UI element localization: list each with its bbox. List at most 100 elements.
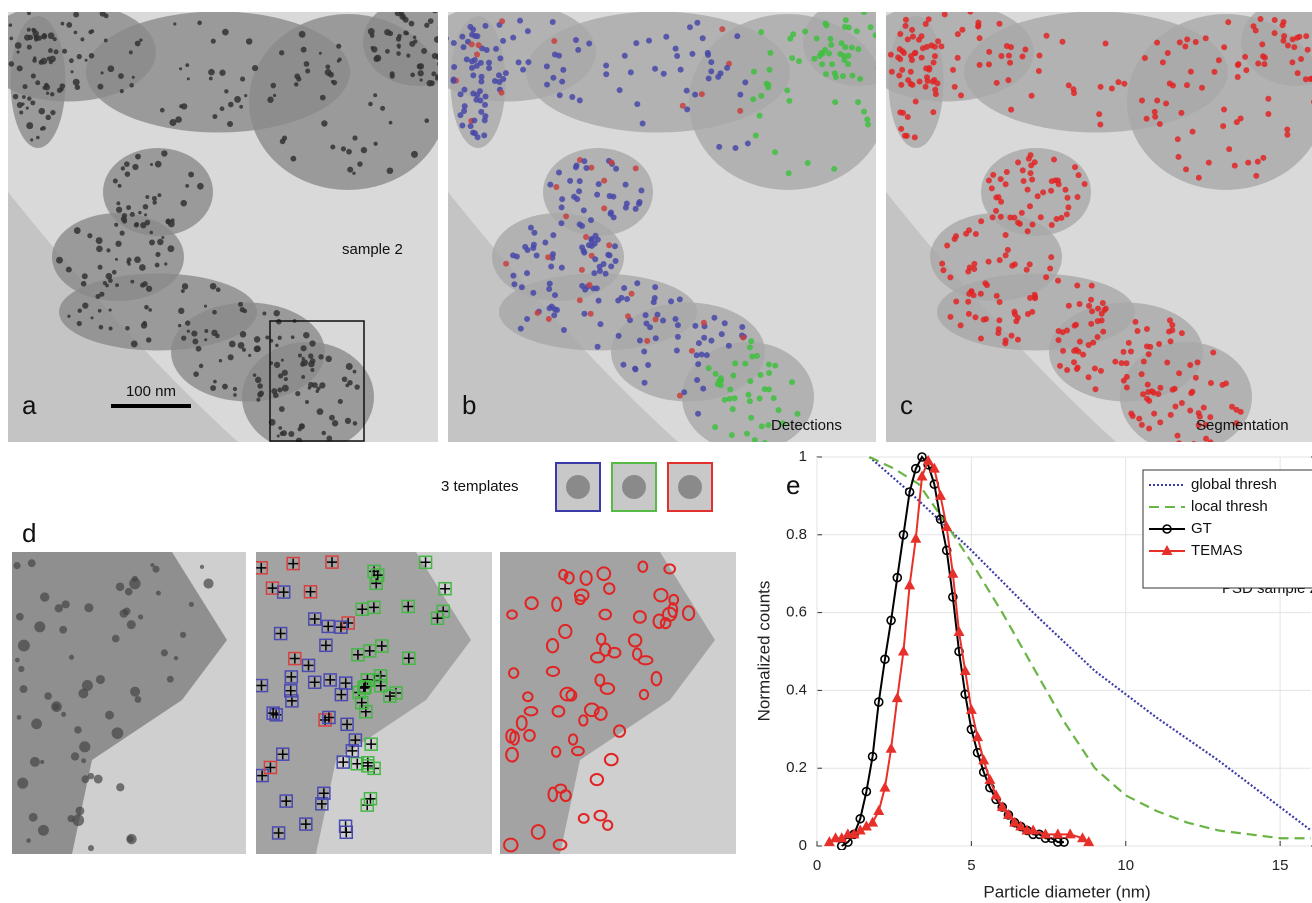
particle — [556, 52, 563, 59]
particle — [1075, 172, 1082, 179]
particle — [923, 65, 930, 72]
particle — [173, 655, 179, 661]
particle — [73, 227, 81, 234]
particle — [129, 82, 134, 88]
particle — [1187, 407, 1194, 414]
particle — [47, 48, 53, 54]
particle — [1225, 19, 1232, 26]
particle — [718, 331, 725, 338]
particle — [474, 92, 481, 99]
segment — [613, 724, 627, 738]
particle — [125, 325, 130, 331]
particle — [1071, 90, 1078, 97]
particle — [1178, 399, 1185, 406]
particle — [750, 96, 757, 103]
particle — [993, 207, 1000, 214]
particle — [1076, 300, 1083, 307]
particle — [1243, 67, 1250, 74]
particle — [1005, 77, 1012, 84]
detection-cross — [360, 681, 371, 692]
detection-cross — [357, 604, 368, 615]
particle — [1140, 391, 1147, 398]
particle — [827, 35, 834, 42]
particle — [970, 292, 977, 299]
detection-cross — [371, 578, 382, 589]
segment — [579, 570, 593, 586]
segment — [577, 813, 590, 824]
particle — [909, 26, 916, 33]
point — [948, 592, 958, 602]
particle — [1024, 186, 1031, 193]
particle — [668, 298, 675, 305]
particle — [47, 32, 55, 40]
particle — [579, 282, 586, 289]
particle — [239, 330, 247, 338]
particle — [1178, 109, 1185, 116]
particle — [80, 37, 85, 42]
particle — [1194, 359, 1201, 366]
particle — [980, 316, 987, 323]
particle — [21, 102, 25, 106]
particle — [1064, 327, 1071, 334]
particle — [766, 66, 773, 73]
detection-box — [283, 684, 298, 698]
particle — [1203, 435, 1210, 442]
detection-cross — [273, 827, 284, 838]
particle — [1221, 44, 1228, 51]
particle — [1143, 115, 1150, 122]
particle — [695, 410, 702, 417]
point — [1059, 837, 1069, 847]
particle — [1088, 320, 1095, 327]
detection-box — [256, 561, 268, 575]
particle — [705, 365, 712, 372]
particle — [1254, 158, 1261, 165]
particle — [934, 80, 941, 87]
segment — [523, 706, 539, 717]
particle — [694, 19, 701, 26]
particle — [67, 814, 75, 823]
particle — [897, 109, 904, 116]
particle — [115, 206, 123, 213]
particle — [1029, 176, 1036, 183]
particle — [181, 283, 189, 290]
particle — [134, 40, 141, 47]
point — [1002, 808, 1014, 819]
particle — [252, 373, 257, 377]
particle — [81, 680, 93, 692]
particle — [1281, 33, 1288, 40]
particle — [1048, 254, 1055, 261]
particle — [796, 58, 803, 65]
particle — [76, 53, 82, 60]
particle — [765, 361, 772, 368]
particle — [742, 360, 749, 367]
particle — [40, 57, 48, 65]
particle — [698, 91, 705, 98]
particle — [845, 24, 852, 31]
particle — [550, 74, 557, 81]
particle — [694, 376, 701, 383]
particle — [758, 423, 765, 430]
particle — [408, 20, 415, 27]
particle — [982, 280, 989, 287]
particle — [545, 254, 552, 261]
particle — [155, 590, 161, 596]
particle — [81, 758, 87, 764]
particle — [448, 36, 449, 41]
particle — [695, 361, 702, 368]
particle — [72, 78, 80, 86]
point — [867, 751, 878, 762]
particle — [583, 164, 590, 171]
particle — [29, 756, 40, 767]
particle — [308, 353, 314, 359]
particle — [68, 58, 74, 64]
particle — [114, 257, 118, 261]
segment — [565, 689, 578, 702]
particle — [244, 94, 248, 98]
particle — [1085, 342, 1092, 349]
particle — [84, 603, 94, 613]
detection-cross — [356, 697, 367, 708]
detection-box — [288, 651, 302, 666]
particle — [576, 178, 583, 185]
point — [867, 816, 879, 827]
particle — [632, 165, 639, 172]
